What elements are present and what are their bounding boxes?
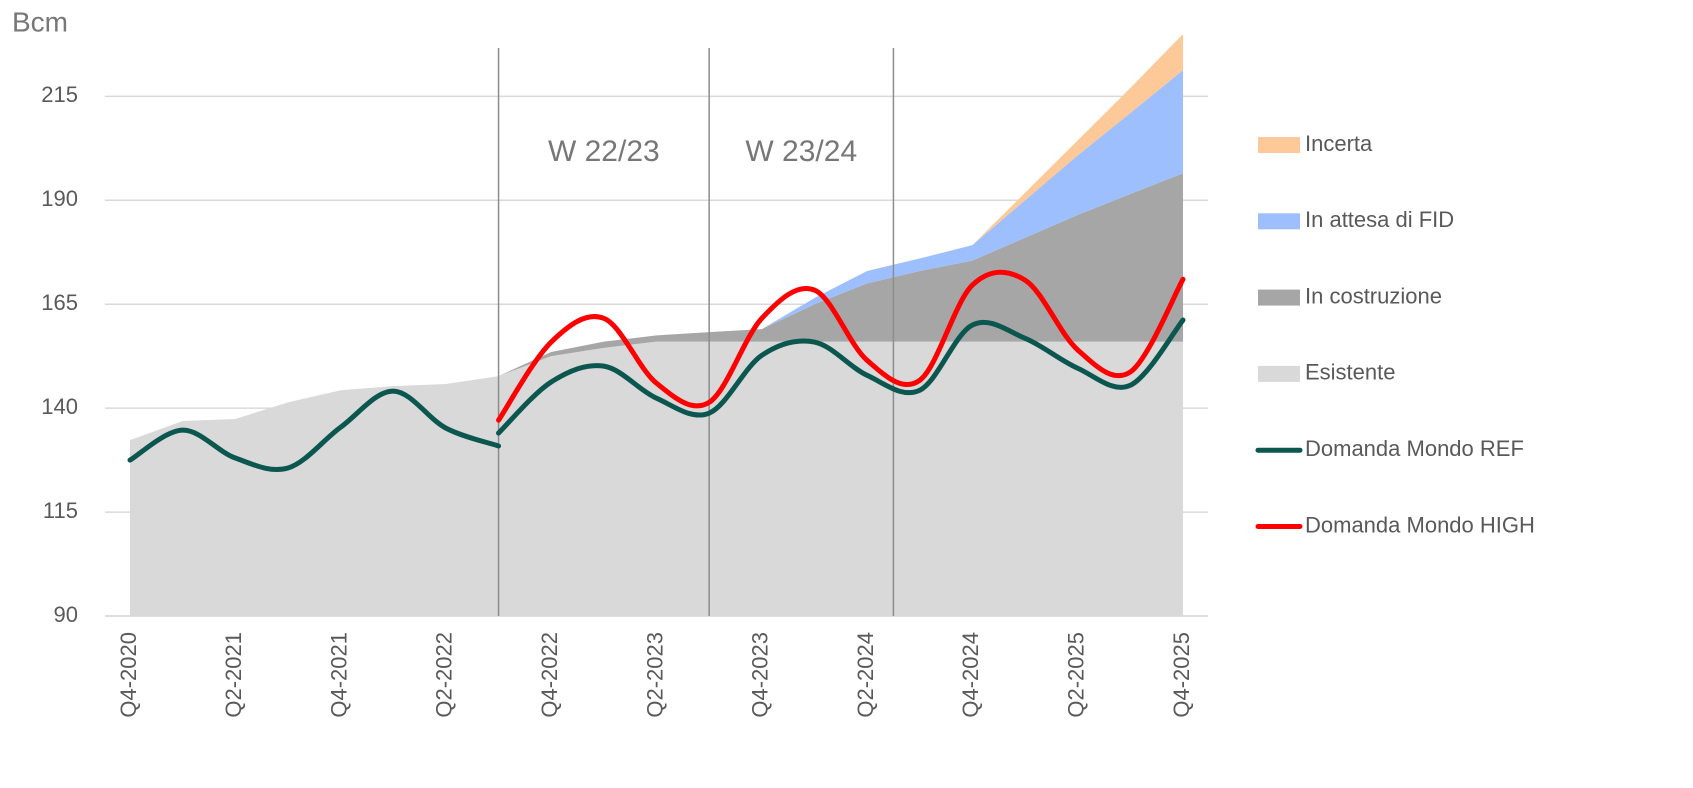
x-tick-label: Q2-2021 (221, 632, 246, 718)
x-tick-label: Q4-2020 (116, 632, 141, 718)
x-tick-label: Q2-2024 (853, 632, 878, 718)
annotation: W 22/23 (548, 135, 660, 168)
legend-label: In attesa di FID (1305, 207, 1454, 232)
y-tick-label: 165 (41, 290, 78, 315)
x-tick-label: Q2-2023 (642, 632, 667, 718)
legend-swatch (1258, 137, 1300, 153)
area (130, 173, 1183, 441)
legend-label: Domanda Mondo REF (1305, 436, 1524, 461)
line (496, 269, 1186, 423)
legend-swatch (1258, 365, 1300, 382)
annotation: W 23/24 (745, 135, 857, 168)
x-tick-label: Q4-2022 (537, 632, 562, 718)
x-tick-label: Q2-2025 (1064, 632, 1089, 718)
area (130, 341, 1183, 616)
legend-swatch (1258, 289, 1300, 306)
y-tick-label: 140 (41, 394, 78, 419)
legend-label: In costruzione (1305, 283, 1442, 308)
y-tick-label: 90 (54, 602, 78, 627)
x-tick-label: Q2-2022 (432, 632, 457, 718)
legend-label: Domanda Mondo HIGH (1305, 512, 1535, 537)
y-axis-label: Bcm (12, 6, 68, 37)
y-tick-label: 215 (41, 82, 78, 107)
line (127, 388, 502, 472)
legend-label: Incerta (1305, 131, 1373, 156)
x-tick-label: Q4-2024 (958, 632, 983, 718)
y-tick-label: 115 (43, 498, 78, 523)
x-tick-label: Q4-2021 (326, 632, 351, 718)
area (130, 70, 1183, 441)
legend-swatch (1258, 213, 1300, 230)
line (496, 317, 1186, 436)
y-tick-label: 190 (41, 186, 78, 211)
legend-label: Esistente (1305, 360, 1396, 385)
x-tick-label: Q4-2023 (748, 632, 773, 718)
x-tick-label: Q4-2025 (1169, 632, 1194, 718)
